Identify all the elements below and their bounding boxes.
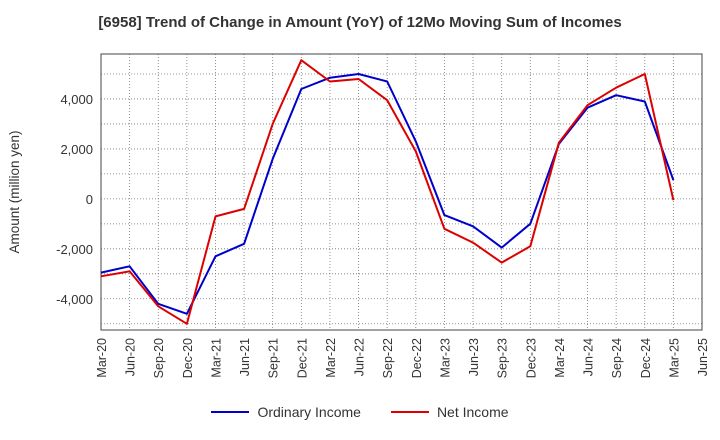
legend-label-net-income: Net Income <box>436 404 509 420</box>
plot-border <box>100 53 703 331</box>
x-tick-label: Mar-20 <box>95 338 109 378</box>
x-tick-label: Jun-20 <box>124 338 138 376</box>
x-tick-label: Mar-25 <box>667 338 681 378</box>
x-tick-label: Mar-23 <box>438 338 452 378</box>
x-tick-label: Jun-25 <box>696 338 710 376</box>
y-tick-label: -4,000 <box>56 292 93 307</box>
x-tick-label: Mar-21 <box>209 338 223 378</box>
x-tick-label: Sep-22 <box>381 338 395 378</box>
x-tick-label: Jun-21 <box>238 338 252 376</box>
series-line-ordinary-income <box>100 73 675 315</box>
x-tick-label: Dec-21 <box>295 338 309 378</box>
y-axis-label: Amount (million yen) <box>7 130 22 253</box>
x-tick-label: Sep-23 <box>496 338 510 378</box>
x-tick-label: Jun-24 <box>582 338 596 376</box>
x-tick-label: Mar-24 <box>553 338 567 378</box>
x-tick-label: Mar-22 <box>324 338 338 378</box>
x-tick-label: Dec-24 <box>639 338 653 378</box>
plot-area <box>101 54 702 330</box>
x-tick-label: Dec-20 <box>181 338 195 378</box>
x-tick-label: Jun-23 <box>467 338 481 376</box>
y-tick-label: 2,000 <box>60 142 93 157</box>
x-tick-label: Dec-23 <box>524 338 538 378</box>
legend-label-ordinary-income: Ordinary Income <box>257 404 361 420</box>
x-tick-label: Sep-24 <box>610 338 624 378</box>
legend-item-net-income: Net Income <box>390 404 509 420</box>
x-tick-label: Sep-21 <box>267 338 281 378</box>
series-line-net-income <box>100 59 675 325</box>
y-tick-label: 0 <box>86 192 93 207</box>
x-tick-label: Dec-22 <box>410 338 424 378</box>
chart-title: [6958] Trend of Change in Amount (YoY) o… <box>98 14 622 31</box>
y-tick-label: -2,000 <box>56 242 93 257</box>
legend-swatch-net-income <box>390 411 429 413</box>
legend: Ordinary Income Net Income <box>0 404 720 420</box>
legend-swatch-ordinary-income <box>211 411 250 413</box>
x-tick-label: Sep-20 <box>152 338 166 378</box>
x-tick-label: Jun-22 <box>353 338 367 376</box>
legend-item-ordinary-income: Ordinary Income <box>211 404 361 420</box>
y-tick-label: 4,000 <box>60 92 93 107</box>
